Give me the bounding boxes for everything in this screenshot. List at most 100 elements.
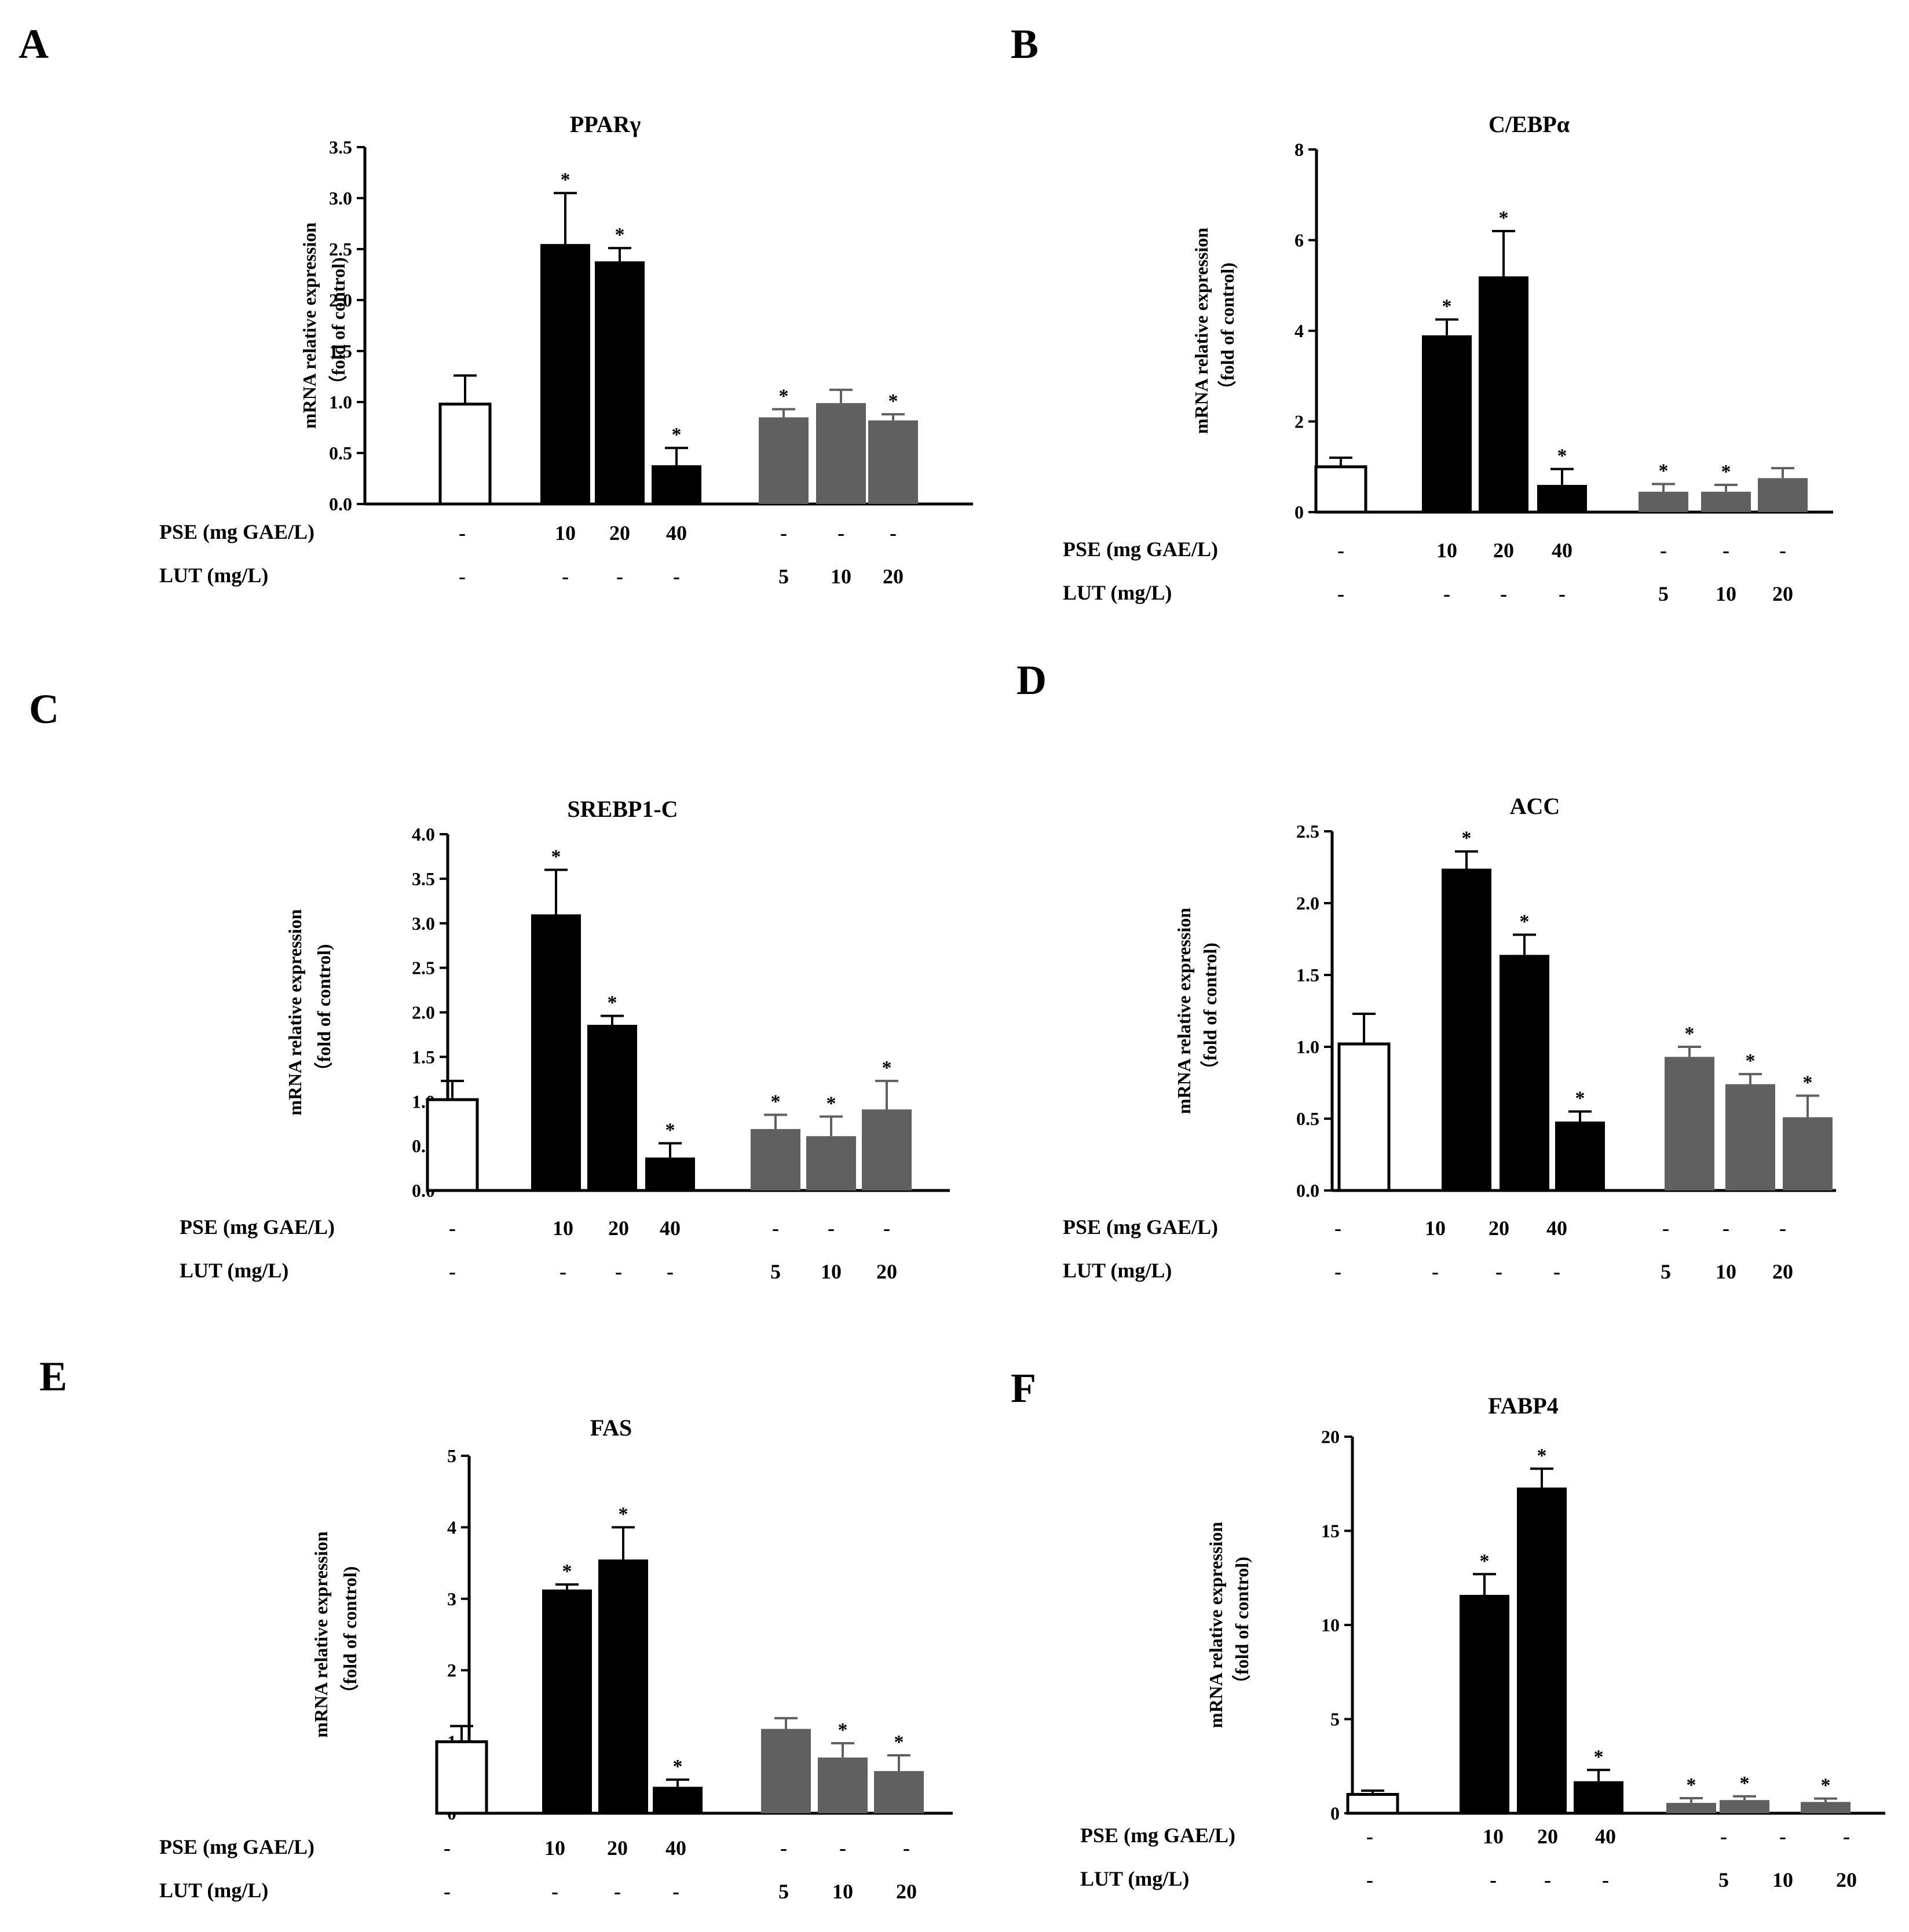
significance-star-f-7: * xyxy=(1821,1775,1831,1796)
y-tick-label-a: 3.5 xyxy=(329,137,352,158)
chart-title-e: FAS xyxy=(590,1415,632,1441)
lut-value-f-5: 5 xyxy=(1718,1868,1729,1891)
bar-f-2 xyxy=(1460,1595,1509,1813)
lut-value-f-3: - xyxy=(1544,1868,1551,1891)
lut-value-d-6: 10 xyxy=(1716,1260,1736,1283)
lut-value-f-4: - xyxy=(1602,1868,1609,1891)
y-tick-label-b: 2 xyxy=(1294,411,1304,432)
bar-f-5 xyxy=(1666,1803,1716,1813)
lut-value-f-1: - xyxy=(1366,1868,1373,1891)
pse-value-c-4: 40 xyxy=(660,1217,681,1240)
lut-value-f-7: 20 xyxy=(1836,1868,1857,1891)
lut-value-b-3: - xyxy=(1500,582,1507,605)
y-axis-label-f-2: （fold of control) xyxy=(1231,1557,1252,1693)
lut-value-c-3: - xyxy=(615,1260,622,1283)
bar-e-6 xyxy=(818,1757,868,1813)
significance-star-e-3: * xyxy=(619,1503,628,1525)
bar-b-1 xyxy=(1314,465,1367,514)
y-tick-label-e: 2 xyxy=(447,1660,456,1681)
significance-star-b-2: * xyxy=(1442,295,1452,317)
lut-value-b-5: 5 xyxy=(1658,582,1669,605)
bar-c-6 xyxy=(806,1136,856,1190)
lut-value-e-4: - xyxy=(672,1880,679,1903)
y-axis-label-d-2: （fold of control) xyxy=(1199,943,1220,1079)
significance-star-d-2: * xyxy=(1462,828,1472,849)
bar-b-5 xyxy=(1639,491,1688,512)
chart-title-c: SREBP1-C xyxy=(567,796,678,822)
pse-value-b-4: 40 xyxy=(1552,539,1572,562)
pse-value-a-6: - xyxy=(838,521,844,545)
y-axis-label-b-2: （fold of control) xyxy=(1217,262,1238,399)
bar-f-3 xyxy=(1517,1487,1567,1813)
significance-star-a-5: * xyxy=(779,385,789,407)
bar-c-5 xyxy=(751,1128,800,1190)
significance-star-c-4: * xyxy=(665,1120,675,1141)
bar-f-1 xyxy=(1346,1793,1399,1815)
y-tick-label-a: 0.0 xyxy=(329,494,352,514)
pse-value-a-5: - xyxy=(780,521,787,545)
lut-value-f-2: - xyxy=(1490,1868,1497,1891)
lut-value-c-1: - xyxy=(449,1260,456,1283)
lut-value-a-1: - xyxy=(459,565,466,588)
bar-a-6 xyxy=(816,403,866,504)
pse-row-label-d: PSE (mg GAE/L) xyxy=(1063,1215,1218,1239)
pse-row-label-b: PSE (mg GAE/L) xyxy=(1063,538,1218,561)
significance-star-c-6: * xyxy=(826,1093,836,1114)
bar-c-2 xyxy=(531,914,581,1190)
lut-value-d-3: - xyxy=(1495,1260,1502,1283)
pse-value-e-6: - xyxy=(839,1836,846,1860)
pse-value-f-5: - xyxy=(1720,1825,1727,1848)
y-axis-label-a-2: （fold of control) xyxy=(328,257,349,394)
y-axis-label-b-1: mRNA relative expression xyxy=(1191,228,1212,434)
significance-star-e-2: * xyxy=(562,1561,572,1582)
lut-value-c-2: - xyxy=(559,1260,566,1283)
bar-d-7 xyxy=(1783,1117,1833,1190)
bar-f-4 xyxy=(1574,1781,1623,1813)
y-tick-label-c: 2.5 xyxy=(412,958,435,978)
pse-value-c-1: - xyxy=(449,1217,456,1240)
lut-row-label-e: LUT (mg/L) xyxy=(159,1879,268,1902)
significance-star-d-3: * xyxy=(1520,911,1530,933)
bar-b-3 xyxy=(1479,276,1528,512)
pse-value-d-4: 40 xyxy=(1546,1217,1567,1240)
pse-value-f-7: - xyxy=(1843,1825,1850,1848)
lut-value-a-2: - xyxy=(562,565,569,588)
pse-value-a-1: - xyxy=(459,521,466,545)
y-tick-label-c: 3.0 xyxy=(412,913,435,934)
pse-value-e-5: - xyxy=(780,1836,787,1860)
lut-value-b-7: 20 xyxy=(1772,582,1793,605)
chart-title-b: C/EBPα xyxy=(1489,111,1570,137)
y-tick-label-f: 20 xyxy=(1321,1426,1340,1447)
significance-star-a-3: * xyxy=(615,224,625,246)
pse-value-c-6: - xyxy=(828,1217,835,1240)
lut-value-d-1: - xyxy=(1334,1260,1341,1283)
lut-row-label-b: LUT (mg/L) xyxy=(1063,581,1172,604)
lut-row-label-a: LUT (mg/L) xyxy=(159,564,268,587)
y-tick-label-a: 2.5 xyxy=(329,239,352,260)
pse-value-c-5: - xyxy=(772,1217,779,1240)
y-tick-label-e: 3 xyxy=(447,1588,456,1609)
lut-value-a-6: 10 xyxy=(831,565,851,588)
y-tick-label-f: 5 xyxy=(1330,1709,1340,1730)
significance-star-f-2: * xyxy=(1480,1550,1490,1572)
pse-value-b-6: - xyxy=(1723,539,1729,562)
significance-star-e-4: * xyxy=(673,1756,683,1777)
pse-value-a-2: 10 xyxy=(555,521,576,545)
lut-value-e-1: - xyxy=(444,1880,451,1903)
y-tick-label-d: 0.0 xyxy=(1296,1180,1319,1201)
y-axis-label-e-1: mRNA relative expression xyxy=(310,1531,331,1737)
y-tick-label-d: 1.5 xyxy=(1296,965,1319,985)
lut-value-a-7: 20 xyxy=(883,565,904,588)
significance-star-e-7: * xyxy=(894,1732,904,1753)
y-tick-label-b: 4 xyxy=(1294,320,1304,341)
pse-value-d-5: - xyxy=(1662,1217,1669,1240)
bar-e-2 xyxy=(542,1589,592,1813)
pse-value-e-7: - xyxy=(903,1836,910,1860)
pse-value-e-1: - xyxy=(444,1836,451,1860)
lut-value-e-3: - xyxy=(614,1880,621,1903)
y-axis-label-a-1: mRNA relative expression xyxy=(299,222,320,429)
lut-value-d-4: - xyxy=(1553,1260,1560,1283)
panel-letter-c: C xyxy=(29,686,59,732)
bar-b-2 xyxy=(1422,335,1472,512)
y-tick-label-f: 10 xyxy=(1321,1615,1340,1635)
